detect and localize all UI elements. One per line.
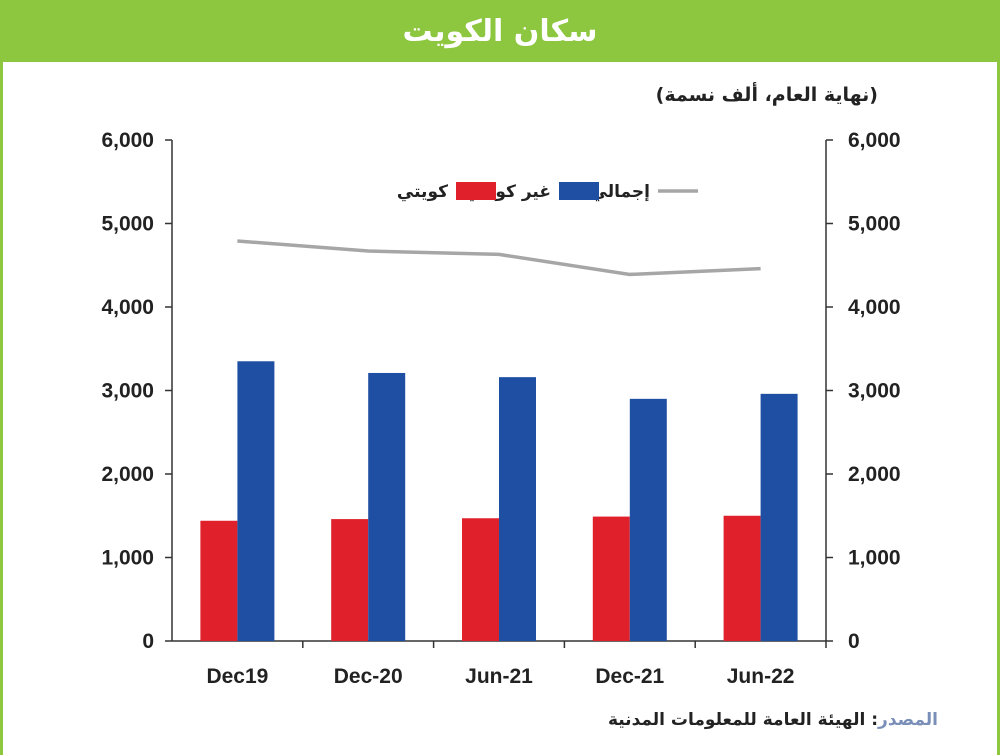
title-banner: سكان الكويت [0, 0, 1000, 62]
source-note: المصدر: الهيئة العامة للمعلومات المدنية [608, 710, 938, 730]
y-tick-label-left: 0 [142, 630, 154, 653]
x-category-label: Jun-21 [465, 665, 533, 688]
y-tick-label-right: 2,000 [848, 463, 901, 486]
bar-kuwaiti [462, 518, 499, 641]
tick-labels: 0 0 1,000 1,000 2,000 2,000 3,000 3,000 4,000 4,0… [101, 129, 900, 653]
bar-non-kuwaiti [629, 398, 667, 641]
bar-non-kuwaiti [499, 377, 536, 641]
legend-swatch-non-kuwaiti [559, 182, 599, 200]
y-tick-label-right: 5,000 [848, 213, 901, 236]
legend-swatch-kuwaiti [456, 182, 496, 200]
x-category-label: Jun-22 [727, 665, 795, 688]
y-tick-label-left: 5,000 [101, 213, 154, 236]
bar-non-kuwaiti [368, 372, 406, 641]
y-tick-label-right: 6,000 [848, 129, 901, 152]
bars [200, 361, 798, 641]
chart-title: سكان الكويت [402, 13, 598, 49]
bar-kuwaiti [200, 520, 238, 641]
bar-non-kuwaiti [237, 361, 275, 641]
total-line-group [237, 239, 761, 277]
y-tick-label-right: 1,000 [848, 547, 901, 570]
source-label: المصدر [878, 710, 938, 730]
x-category-label: Dec-21 [595, 665, 664, 688]
y-tick-label-right: 4,000 [848, 296, 901, 319]
bar-kuwaiti [331, 519, 369, 641]
total-line [237, 239, 761, 277]
legend-label-kuwaiti: كويتي [397, 182, 448, 202]
bar-kuwaiti [723, 515, 761, 641]
x-category-label: Dec-20 [334, 665, 403, 688]
unit-note: (نهاية العام، ألف نسمة) [655, 84, 878, 106]
bar-non-kuwaiti [760, 393, 798, 641]
y-tick-label-left: 6,000 [101, 129, 154, 152]
y-tick-label-right: 0 [848, 630, 860, 653]
x-category-label: Dec19 [206, 665, 268, 688]
y-tick-label-left: 3,000 [101, 380, 154, 403]
y-tick-label-left: 2,000 [101, 463, 154, 486]
y-tick-label-left: 1,000 [101, 547, 154, 570]
bar-kuwaiti [592, 516, 630, 641]
legend-label-total: إجمالي [591, 182, 650, 202]
source-text: : الهيئة العامة للمعلومات المدنية [607, 710, 879, 730]
y-tick-label-left: 4,000 [101, 296, 154, 319]
y-tick-label-right: 3,000 [848, 380, 901, 403]
category-labels: Dec19 Dec-20 Jun-21 Dec-21 Jun-22 [206, 665, 794, 688]
